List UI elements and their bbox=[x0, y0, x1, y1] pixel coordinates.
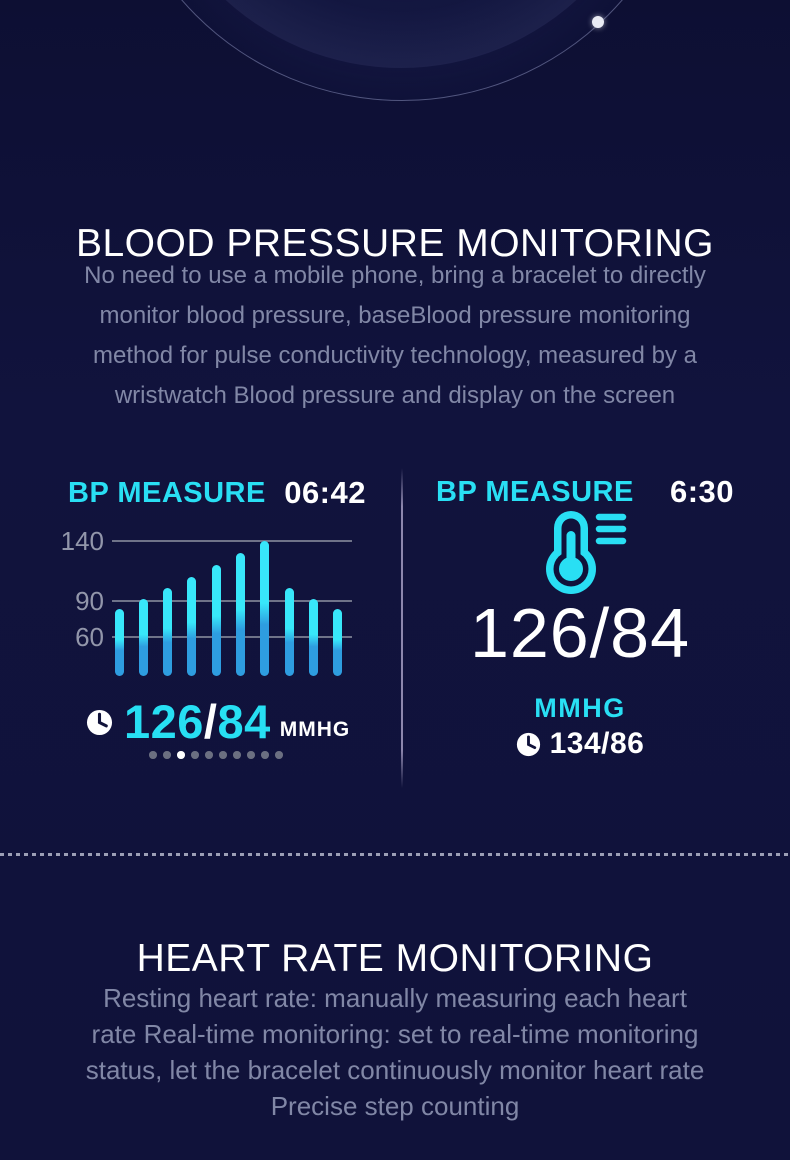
pager-dot-3 bbox=[177, 751, 185, 759]
left-watch-bp-measure-label: BP MEASURE bbox=[68, 477, 266, 509]
left-watch-time: 06:42 bbox=[284, 475, 366, 510]
pager-dot-7 bbox=[233, 751, 241, 759]
pager-dot-1 bbox=[149, 751, 157, 759]
bp-bar-5 bbox=[211, 565, 221, 676]
left-watch-unit-label: MMHG bbox=[279, 718, 351, 741]
bp-section-title: BLOOD PRESSURE MONITORING bbox=[75, 222, 715, 266]
clock-icon bbox=[516, 732, 540, 756]
gridline-140 bbox=[112, 540, 352, 542]
thermometer-icon bbox=[538, 509, 628, 597]
watch-screens-divider bbox=[401, 468, 403, 788]
pager-dot-9 bbox=[261, 751, 269, 759]
hr-section-title: HEART RATE MONITORING bbox=[136, 937, 654, 981]
ytick-140: 140 bbox=[60, 526, 104, 556]
gridline-90 bbox=[112, 600, 352, 602]
pager-dot-8 bbox=[247, 751, 255, 759]
bp-bar-8 bbox=[284, 587, 294, 676]
left-watch-bp-reading: 126/84 bbox=[124, 696, 271, 748]
reading-separator: / bbox=[203, 695, 218, 748]
right-watch-history-row: 134/86 bbox=[420, 727, 740, 760]
gridline-60 bbox=[112, 636, 352, 638]
right-watch-unit-label: MMHG bbox=[534, 693, 626, 723]
hr-desc-line-4: Precise step counting bbox=[270, 1091, 520, 1121]
bp-bar-1 bbox=[114, 609, 124, 676]
bp-desc-line-3: method for pulse conductivity technology… bbox=[93, 342, 697, 369]
bp-bar-9 bbox=[308, 598, 318, 676]
pager-dot-4 bbox=[191, 751, 199, 759]
pager-dot-2 bbox=[163, 751, 171, 759]
right-watch-bp-measure-label: BP MEASURE bbox=[436, 476, 634, 508]
bp-desc-line-4: wristwatch Blood pressure and display on… bbox=[114, 382, 676, 409]
right-watch-bp-reading: 126/84 bbox=[469, 594, 691, 672]
pager-dot-6 bbox=[219, 751, 227, 759]
section-divider-dashed bbox=[0, 853, 790, 856]
bp-section-description: No need to use a mobile phone, bring a b… bbox=[0, 256, 790, 416]
ytick-90: 90 bbox=[75, 586, 104, 616]
bp-bar-7 bbox=[260, 541, 270, 676]
hr-section-description: Resting heart rate: manually measuring e… bbox=[0, 980, 790, 1124]
clock-icon bbox=[86, 709, 113, 735]
right-watch-history-reading: 134/86 bbox=[549, 727, 645, 760]
bp-bar-6 bbox=[236, 553, 245, 676]
bp-bar-3 bbox=[163, 587, 173, 676]
bp-bar-2 bbox=[138, 598, 148, 676]
hr-desc-line-2: rate Real-time monitoring: set to real-t… bbox=[91, 1019, 699, 1049]
systolic-value: 126 bbox=[124, 695, 204, 748]
diastolic-value: 84 bbox=[217, 695, 271, 748]
left-watch-reading-row: 126/84 MMHG bbox=[86, 696, 350, 748]
hr-desc-line-1: Resting heart rate: manually measuring e… bbox=[103, 983, 687, 1013]
right-watch-time: 6:30 bbox=[669, 474, 734, 509]
left-watch-page-indicator bbox=[149, 751, 283, 759]
decor-orbit-dot bbox=[592, 16, 604, 28]
bp-bar-4 bbox=[187, 577, 197, 676]
pager-dot-10 bbox=[275, 751, 283, 759]
bp-desc-line-1: No need to use a mobile phone, bring a b… bbox=[84, 262, 706, 289]
bp-bar-10 bbox=[333, 609, 343, 676]
hr-desc-line-3: status, let the bracelet continuously mo… bbox=[85, 1055, 705, 1085]
ytick-60: 60 bbox=[75, 622, 104, 652]
pager-dot-5 bbox=[205, 751, 213, 759]
bp-desc-line-2: monitor blood pressure, baseBlood pressu… bbox=[99, 302, 691, 329]
